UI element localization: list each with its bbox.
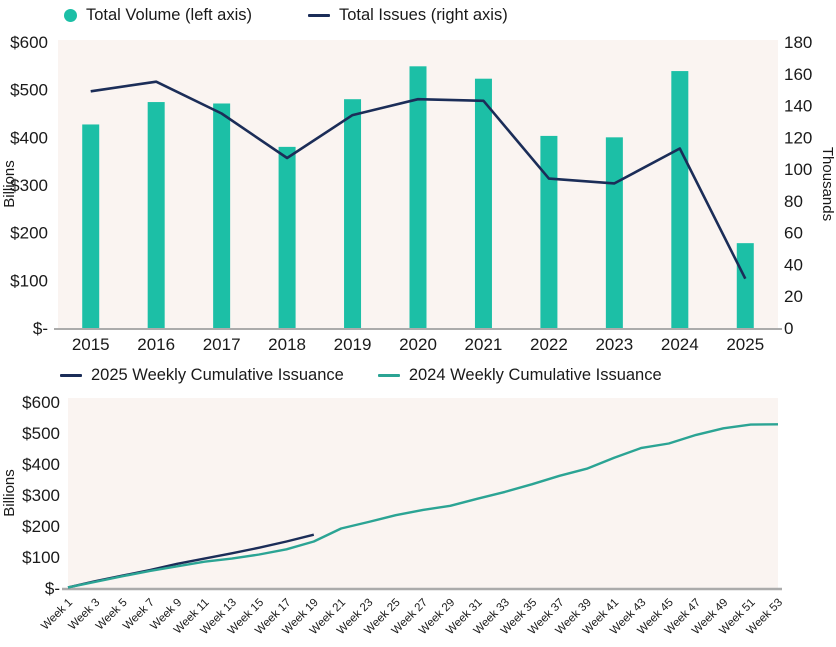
bar-2018	[278, 146, 296, 328]
right-axis-title: Thousands	[819, 147, 836, 221]
right-axis-tick-label: 100	[784, 160, 812, 179]
left-axis-tick-label: $-	[45, 579, 60, 598]
left-axis-tick-label: $100	[22, 548, 60, 567]
bar-2023	[605, 137, 623, 328]
right-axis-tick-label: 0	[784, 319, 793, 338]
left-axis-tick-label: $200	[10, 224, 48, 243]
x-axis-label-2021: 2021	[465, 335, 503, 354]
total-volume-marker-icon	[64, 9, 77, 22]
left-axis-tick-label: $500	[22, 424, 60, 443]
left-axis-tick-label: $600	[10, 33, 48, 52]
legend-label-total-issues: Total Issues (right axis)	[338, 6, 508, 24]
right-axis-tick-label: 40	[784, 255, 803, 274]
total-issues-line	[90, 80, 747, 280]
left-axis-tick-label: $300	[22, 486, 60, 505]
plot-area	[68, 398, 778, 588]
left-axis-tick-label: $500	[10, 81, 48, 100]
legend-label-2024-weekly: 2024 Weekly Cumulative Issuance	[408, 366, 662, 384]
weekly-2025-marker-icon	[60, 374, 82, 377]
right-axis-tick-label: 180	[784, 33, 812, 52]
left-axis-tick-label: $400	[10, 128, 48, 147]
right-axis-tick-label: 80	[784, 192, 803, 211]
legend-label-total-volume: Total Volume (left axis)	[86, 6, 252, 24]
x-axis-label-2019: 2019	[334, 335, 372, 354]
legend-annual: Total Volume (left axis) Total Issues (r…	[64, 6, 508, 25]
x-axis-label-2022: 2022	[530, 335, 568, 354]
left-axis-tick-label: $300	[10, 176, 48, 195]
annual-volume-and-issues-chart: $- $100 $200 $300 $400 $500 $600 0 20 40 60 80 100 12…	[1, 33, 836, 354]
right-axis-tick-label: 20	[784, 287, 803, 306]
x-axis-label-2017: 2017	[203, 335, 241, 354]
bar-2020	[409, 66, 427, 328]
legend-item-2024-weekly: 2024 Weekly Cumulative Issuance	[377, 366, 662, 385]
x-axis-label-2020: 2020	[399, 335, 437, 354]
bar-2019	[344, 99, 362, 328]
bar-2025	[736, 243, 754, 328]
bar-2021	[474, 78, 492, 328]
weekly-2024-marker-icon	[377, 374, 400, 377]
x-axis-label-2025: 2025	[726, 335, 764, 354]
right-axis-tick-label: 140	[784, 97, 812, 116]
right-axis-tick-label: 60	[784, 224, 803, 243]
left-axis-tick-label: $200	[22, 517, 60, 536]
bar-2017	[213, 103, 231, 329]
x-axis-label-2016: 2016	[137, 335, 175, 354]
right-axis-tick-label: 160	[784, 65, 812, 84]
total-issues-marker-icon	[307, 14, 330, 17]
legend-label-2025-weekly: 2025 Weekly Cumulative Issuance	[91, 366, 344, 384]
x-axis-label-2024: 2024	[661, 335, 699, 354]
left-axis-tick-label: $600	[22, 393, 60, 412]
left-axis-tick-label: $100	[10, 271, 48, 290]
left-axis-title: Billions	[1, 469, 18, 517]
bar-2015	[82, 124, 100, 328]
legend-item-total-volume: Total Volume (left axis)	[64, 6, 252, 25]
legend-item-total-issues: Total Issues (right axis)	[307, 6, 508, 25]
right-axis-tick-label: 120	[784, 128, 812, 147]
left-axis-title: Billions	[1, 160, 18, 208]
left-axis-tick-label: $-	[33, 319, 48, 338]
x-axis-label-2018: 2018	[268, 335, 306, 354]
bar-2022	[540, 135, 558, 328]
left-axis-tick-label: $400	[22, 455, 60, 474]
bar-2024	[671, 71, 689, 329]
x-axis-label-2023: 2023	[595, 335, 633, 354]
series-line-2024	[67, 423, 779, 589]
bar-2016	[147, 102, 165, 328]
legend-item-2025-weekly: 2025 Weekly Cumulative Issuance	[60, 366, 344, 385]
x-axis-label-2015: 2015	[72, 335, 110, 354]
legend-weekly: 2025 Weekly Cumulative Issuance 2024 Wee…	[60, 366, 662, 385]
